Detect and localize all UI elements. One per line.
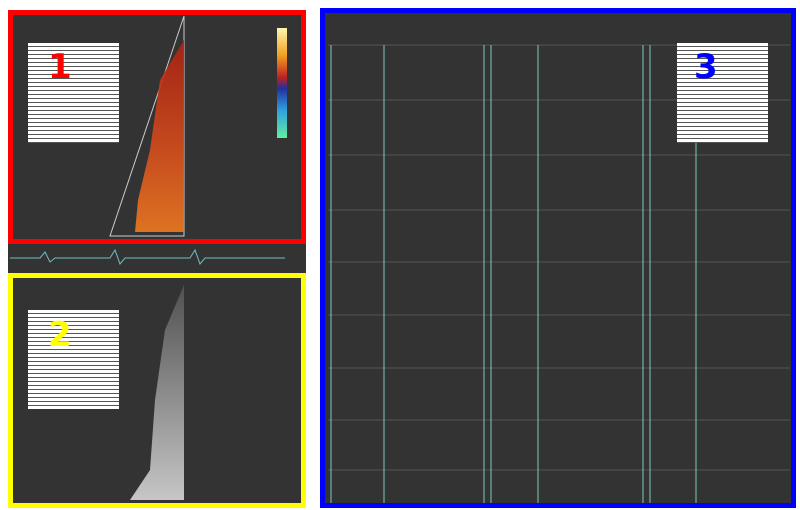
panel-label: 1 — [48, 50, 72, 84]
redaction-box — [28, 43, 119, 143]
panel-label: 3 — [694, 50, 718, 84]
redaction-box — [677, 43, 768, 143]
redaction-box — [28, 310, 119, 409]
panel-label: 2 — [48, 318, 72, 352]
page: 1 2 3 (() => { const data = JSON.parse(d… — [0, 0, 800, 510]
